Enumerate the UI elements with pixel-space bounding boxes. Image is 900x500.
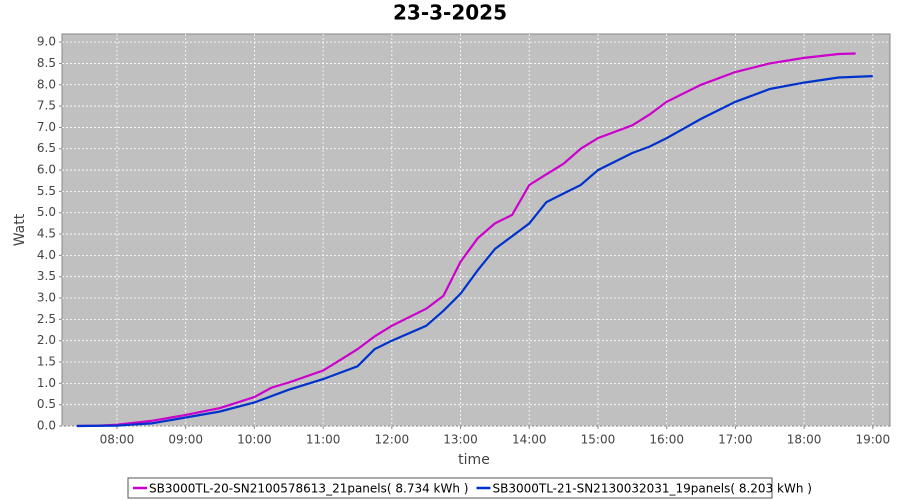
x-tick-label: 08:00 <box>100 433 135 447</box>
y-tick-label: 6.5 <box>37 141 56 155</box>
y-tick-label: 9.0 <box>37 35 56 49</box>
y-tick-label: 0.5 <box>37 397 56 411</box>
x-tick-label: 09:00 <box>168 433 203 447</box>
x-tick-label: 10:00 <box>237 433 272 447</box>
chart-title: 23-3-2025 <box>393 1 507 25</box>
y-tick-label: 5.5 <box>37 184 56 198</box>
y-tick-label: 2.0 <box>37 333 56 347</box>
y-tick-label: 1.0 <box>37 376 56 390</box>
y-tick-label: 7.5 <box>37 99 56 113</box>
y-tick-label: 7.0 <box>37 120 56 134</box>
x-tick-label: 19:00 <box>856 433 891 447</box>
y-tick-label: 3.5 <box>37 269 56 283</box>
y-tick-label: 0.0 <box>37 419 56 433</box>
y-tick-label: 8.0 <box>37 77 56 91</box>
legend <box>127 477 773 499</box>
x-axis-title: time <box>458 452 490 468</box>
y-tick-label: 6.0 <box>37 163 56 177</box>
x-tick-label: 17:00 <box>718 433 753 447</box>
y-tick-label: 2.5 <box>37 312 56 326</box>
x-tick-label: 15:00 <box>581 433 616 447</box>
x-tick-label: 11:00 <box>306 433 341 447</box>
x-tick-label: 14:00 <box>512 433 547 447</box>
plot-area <box>61 33 891 427</box>
y-tick-label: 3.0 <box>37 291 56 305</box>
y-tick-label: 8.5 <box>37 56 56 70</box>
legend-label: SB3000TL-21-SN2130032031_19panels( 8.203… <box>492 482 811 496</box>
x-tick-label: 12:00 <box>375 433 410 447</box>
y-tick-label: 1.5 <box>37 355 56 369</box>
series-line <box>76 75 873 428</box>
x-tick-label: 16:00 <box>649 433 684 447</box>
series-line <box>76 52 856 428</box>
y-tick-label: 4.0 <box>37 248 56 262</box>
legend-label: SB3000TL-20-SN2100578613_21panels( 8.734… <box>149 482 468 496</box>
y-tick-label: 5.0 <box>37 205 56 219</box>
y-tick-label: 4.5 <box>37 227 56 241</box>
x-tick-label: 18:00 <box>787 433 822 447</box>
y-axis-title: Watt <box>12 213 28 246</box>
x-tick-label: 13:00 <box>443 433 478 447</box>
